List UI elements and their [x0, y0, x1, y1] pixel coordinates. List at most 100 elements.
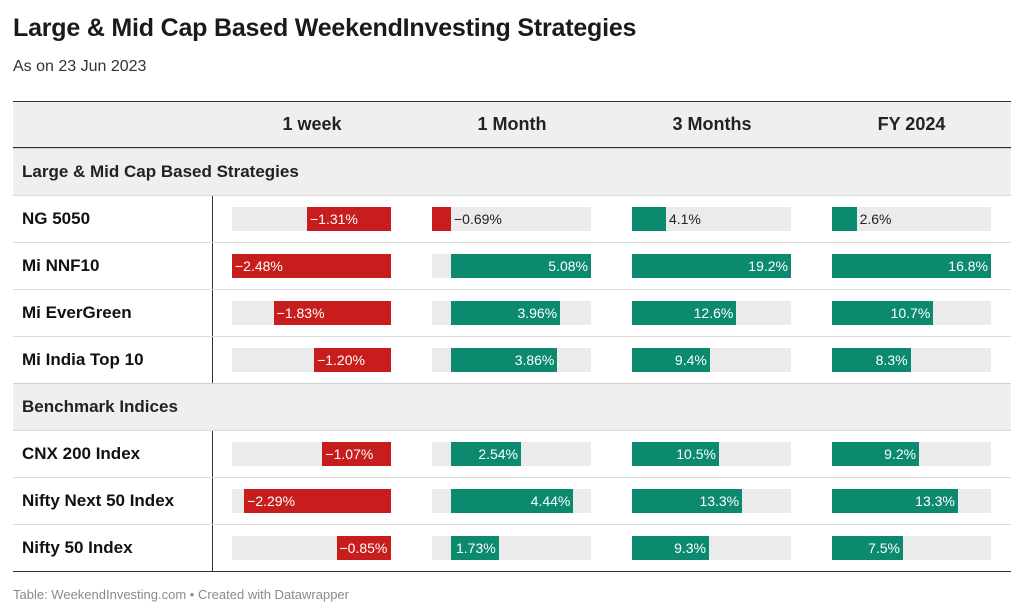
bar-track: −1.20% — [232, 348, 391, 372]
column-divider — [212, 243, 213, 289]
negative-bar — [273, 301, 391, 325]
value-label: 19.2% — [748, 258, 788, 274]
bar-track: −1.31% — [232, 207, 391, 231]
bar-track: 9.3% — [632, 536, 791, 560]
negative-bar — [314, 348, 391, 372]
value-label: 9.4% — [674, 352, 707, 368]
positive-bar — [451, 536, 499, 560]
bar-track: 10.7% — [832, 301, 991, 325]
table-row: Nifty Next 50 Index −2.29% 4.44% 13.3% 13.3% — [13, 477, 1011, 524]
table-row: Mi NNF10 −2.48% 5.08% 19.2% 16.8% — [13, 242, 1011, 289]
bar-track: 8.3% — [832, 348, 991, 372]
bar-track: 2.54% — [432, 442, 591, 466]
value-cell: 2.54% — [412, 431, 612, 477]
positive-bar — [832, 442, 920, 466]
positive-bar — [451, 442, 521, 466]
row-label: CNX 200 Index — [22, 444, 141, 463]
chart-subtitle: As on 23 Jun 2023 — [13, 58, 147, 75]
bar-track: 4.44% — [432, 489, 591, 513]
bar-track: 7.5% — [832, 536, 991, 560]
value-cell: 2.6% — [812, 196, 1012, 242]
positive-bar — [451, 489, 574, 513]
value-cell: 10.7% — [812, 290, 1012, 336]
value-cell: −1.07% — [212, 431, 412, 477]
value-label: 1.73% — [455, 540, 496, 556]
value-cell: −1.20% — [212, 337, 412, 383]
value-label: −0.69% — [454, 211, 502, 227]
bar-track: 3.96% — [432, 301, 591, 325]
value-cell: −0.69% — [412, 196, 612, 242]
negative-bar — [336, 536, 391, 560]
row-label: Mi India Top 10 — [22, 350, 144, 369]
row-label: Mi NNF10 — [22, 256, 100, 275]
table-header-row: 1 week 1 Month 3 Months FY 2024 — [13, 102, 1011, 148]
bar-track: −1.07% — [232, 442, 391, 466]
value-label: 12.6% — [693, 305, 734, 321]
positive-bar — [832, 207, 857, 231]
group-label: Large & Mid Cap Based Strategies — [22, 162, 299, 181]
value-label: 5.08% — [548, 258, 588, 274]
bar-track: 12.6% — [632, 301, 791, 325]
positive-bar — [632, 489, 743, 513]
value-label: −1.31% — [310, 211, 358, 227]
value-cell: 16.8% — [812, 243, 1012, 289]
bar-track: −0.85% — [232, 536, 391, 560]
value-label: 13.3% — [699, 493, 740, 509]
positive-bar — [632, 207, 666, 231]
group-row: Large & Mid Cap Based Strategies — [13, 148, 1011, 195]
table-row: Mi EverGreen −1.83% 3.96% 12.6% 10.7% — [13, 289, 1011, 336]
value-cell: 8.3% — [812, 337, 1012, 383]
column-divider — [212, 431, 213, 477]
bar-track: 9.2% — [832, 442, 991, 466]
negative-bar — [307, 207, 391, 231]
table-row: CNX 200 Index −1.07% 2.54% 10.5% 9.2% — [13, 430, 1011, 477]
value-cell: 4.1% — [612, 196, 812, 242]
value-label: 4.1% — [668, 211, 701, 227]
value-cell: 13.3% — [812, 478, 1012, 524]
value-label: 4.44% — [530, 493, 571, 509]
header-col-3months: 3 Months — [672, 114, 752, 134]
negative-bar — [322, 442, 391, 466]
value-label: 16.8% — [948, 258, 988, 274]
value-label: 2.54% — [478, 446, 519, 462]
header-col-1month: 1 Month — [477, 114, 547, 134]
positive-bar — [451, 348, 558, 372]
negative-bar — [232, 254, 391, 278]
column-divider — [212, 478, 213, 524]
value-label: 10.7% — [890, 305, 931, 321]
positive-bar — [832, 536, 903, 560]
bar-track: 19.2% — [632, 254, 791, 278]
bar-track: −0.69% — [432, 207, 591, 231]
value-cell: 3.86% — [412, 337, 612, 383]
positive-bar — [632, 254, 791, 278]
value-cell: 1.73% — [412, 525, 612, 571]
value-label: −1.20% — [317, 352, 365, 368]
value-cell: 9.3% — [612, 525, 812, 571]
bar-track: 10.5% — [632, 442, 791, 466]
value-label: 9.2% — [884, 446, 917, 462]
value-label: −0.85% — [339, 540, 388, 556]
value-cell: 9.4% — [612, 337, 812, 383]
row-label: Nifty 50 Index — [22, 538, 133, 557]
data-table: 1 week 1 Month 3 Months FY 2024 Large & … — [13, 101, 1011, 572]
value-label: 13.3% — [915, 493, 955, 509]
value-cell: −1.83% — [212, 290, 412, 336]
positive-bar — [451, 301, 561, 325]
positive-bar — [632, 348, 710, 372]
value-label: 3.96% — [517, 305, 558, 321]
bar-track: 4.1% — [632, 207, 791, 231]
table-row: Mi India Top 10 −1.20% 3.86% 9.4% 8.3% — [13, 336, 1011, 383]
column-divider — [212, 196, 213, 242]
value-cell: −1.31% — [212, 196, 412, 242]
value-label: 9.3% — [674, 540, 707, 556]
group-label: Benchmark Indices — [22, 397, 178, 416]
bar-track: 16.8% — [832, 254, 991, 278]
negative-bar — [432, 207, 451, 231]
value-cell: 5.08% — [412, 243, 612, 289]
table-row: NG 5050 −1.31% −0.69% 4.1% 2.6% — [13, 195, 1011, 242]
bar-track: −2.48% — [232, 254, 391, 278]
value-cell: 4.44% — [412, 478, 612, 524]
bar-track: 3.86% — [432, 348, 591, 372]
value-cell: 13.3% — [612, 478, 812, 524]
header-col-fy2024: FY 2024 — [877, 114, 946, 134]
